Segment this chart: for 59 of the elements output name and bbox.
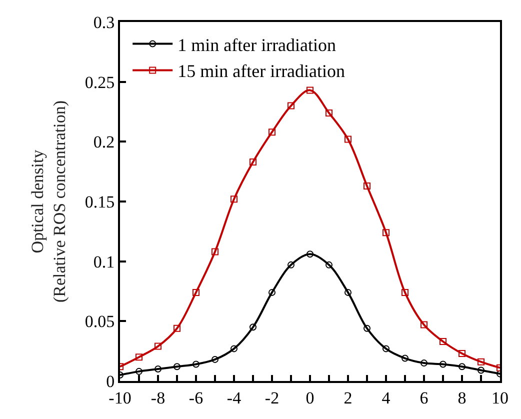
x-tick-label: 6 — [420, 388, 428, 408]
x-tick-label: 0 — [306, 388, 314, 408]
point — [364, 324, 370, 332]
point — [344, 288, 352, 296]
point — [250, 158, 256, 166]
y-tick-label: 0.25 — [84, 72, 115, 92]
point — [192, 360, 200, 368]
x-tick-label: 2 — [344, 388, 352, 408]
point — [440, 360, 446, 368]
x-tick-label: -6 — [188, 388, 204, 408]
y-axis-title: Optical density (Relative ROS concentration) — [28, 100, 69, 303]
y-tick-label: 0 — [106, 372, 115, 391]
x-tick-label: -10 — [108, 388, 132, 408]
point — [326, 261, 332, 268]
y-tick-label: 0.15 — [84, 192, 115, 212]
x-tick-label: 10 — [492, 388, 508, 408]
point — [382, 229, 390, 236]
y-tick-label: 0.3 — [93, 12, 115, 32]
point — [478, 366, 484, 374]
y-tick-label: 0.2 — [93, 132, 115, 152]
point — [230, 345, 238, 352]
point — [402, 354, 408, 362]
point — [344, 136, 352, 143]
point — [364, 182, 370, 190]
point — [192, 288, 200, 296]
x-tick-label: -4 — [226, 388, 242, 408]
point — [382, 345, 390, 352]
point — [306, 86, 314, 94]
x-tick-label: -2 — [264, 388, 280, 408]
y-tick-label: 0.05 — [84, 312, 115, 332]
point — [402, 288, 408, 296]
point — [136, 368, 142, 375]
point — [288, 102, 294, 110]
x-tick-label: 8 — [458, 388, 466, 408]
point — [154, 366, 162, 373]
point — [250, 324, 256, 331]
point — [174, 363, 180, 370]
x-tick-label: -8 — [150, 388, 166, 408]
point — [306, 250, 314, 258]
point — [420, 360, 428, 367]
y-tick-label: 0.1 — [93, 252, 115, 272]
point — [288, 261, 294, 268]
point — [212, 356, 218, 363]
point — [326, 109, 332, 116]
point — [440, 338, 446, 346]
legend-label: 1 min after irradiation — [178, 34, 336, 55]
point — [458, 350, 466, 357]
point — [458, 363, 466, 370]
x-tick-label: 4 — [382, 388, 391, 408]
point — [268, 128, 276, 136]
point — [268, 288, 276, 296]
legend-label: 15 min after irradiation — [178, 61, 346, 82]
point — [478, 358, 484, 366]
point — [154, 342, 162, 350]
point — [136, 354, 142, 361]
point — [174, 324, 180, 332]
point — [230, 196, 238, 203]
point — [212, 248, 218, 256]
point — [420, 321, 428, 328]
